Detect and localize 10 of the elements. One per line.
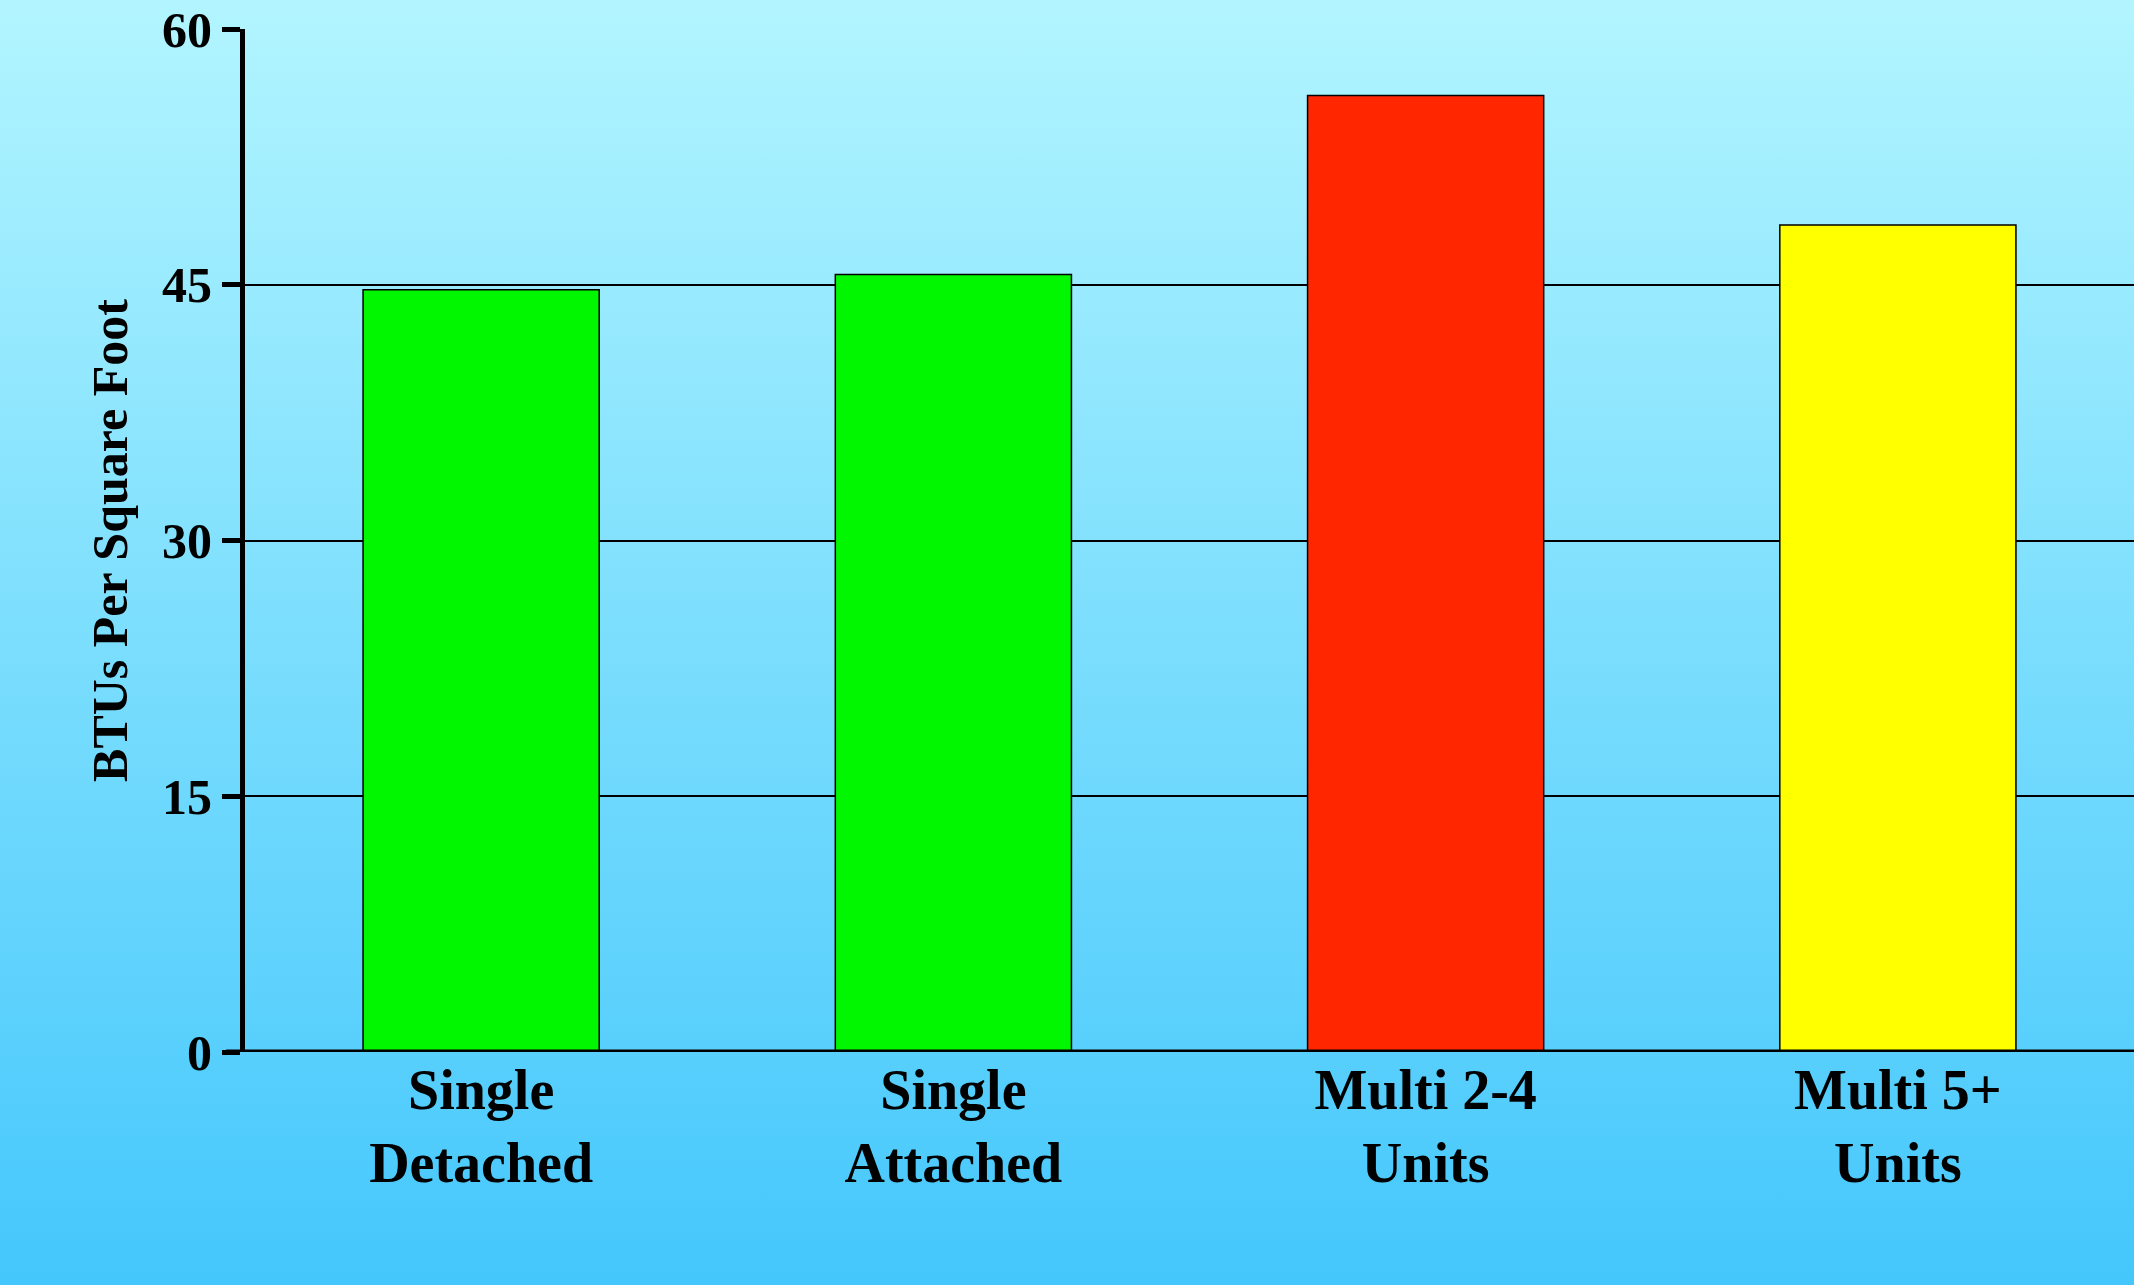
x-tick-label: Single Detached bbox=[369, 1059, 594, 1194]
y-tick-label: 0 bbox=[187, 1024, 212, 1081]
x-tick-label: Multi 2-4 Units bbox=[1314, 1059, 1537, 1194]
y-tick-label: 45 bbox=[162, 257, 212, 314]
x-tick-label: Single Attached bbox=[844, 1059, 1063, 1194]
y-tick-label: 30 bbox=[162, 513, 212, 569]
y-tick-label: 60 bbox=[162, 1, 212, 58]
y-tick-label: 15 bbox=[162, 768, 212, 825]
y-axis-title: BTUs Per Square Foot bbox=[82, 298, 138, 782]
x-tick-label: Multi 5+ Units bbox=[1794, 1059, 2002, 1194]
